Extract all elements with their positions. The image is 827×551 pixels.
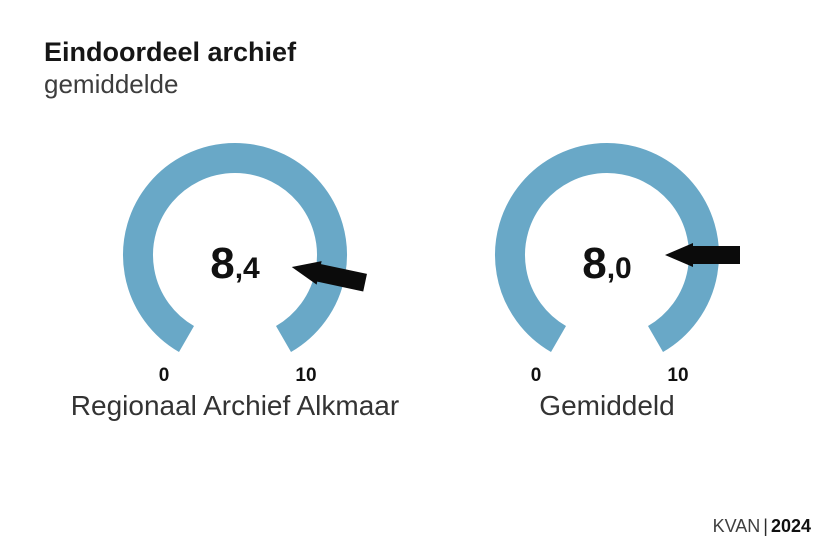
- gauge-needle: [665, 243, 740, 267]
- gauge-regionaal-archief-alkmaar: 0 10 8,4 Regionaal Archief Alkmaar: [55, 134, 415, 422]
- gauge-gemiddeld: 0 10 8,0 Gemiddeld: [427, 134, 787, 422]
- gauge-arc: [123, 143, 347, 352]
- source-divider: |: [763, 516, 768, 536]
- chart-title: Eindoordeel archief: [44, 37, 297, 67]
- gauge-label: Regionaal Archief Alkmaar: [70, 390, 400, 421]
- gauge-tick-max: 10: [295, 365, 316, 386]
- gauge-value: 8,4: [210, 239, 260, 288]
- gauge-chart: 0 10 8,0: [495, 143, 740, 386]
- source-name: KVAN: [712, 516, 761, 536]
- gauge-label: Gemiddeld: [539, 390, 675, 421]
- gauge-tick-min: 0: [531, 365, 542, 386]
- gauge-tick-max: 10: [667, 365, 688, 386]
- chart-subtitle: gemiddelde: [44, 69, 179, 100]
- source-year: 2024: [770, 516, 811, 536]
- chart-header: Eindoordeel archief gemiddelde: [44, 36, 296, 101]
- gauge-arc: [495, 143, 719, 352]
- gauges-row: 0 10 8,4 Regionaal Archief Alkmaar 0 10 8,0 …: [55, 134, 787, 422]
- gauge-needle: [291, 261, 367, 292]
- gauge-chart: 0 10 8,4: [123, 143, 367, 386]
- gauge-value: 8,0: [582, 239, 632, 288]
- source-attribution: KVAN | 2024: [713, 516, 811, 537]
- gauge-tick-min: 0: [159, 365, 170, 386]
